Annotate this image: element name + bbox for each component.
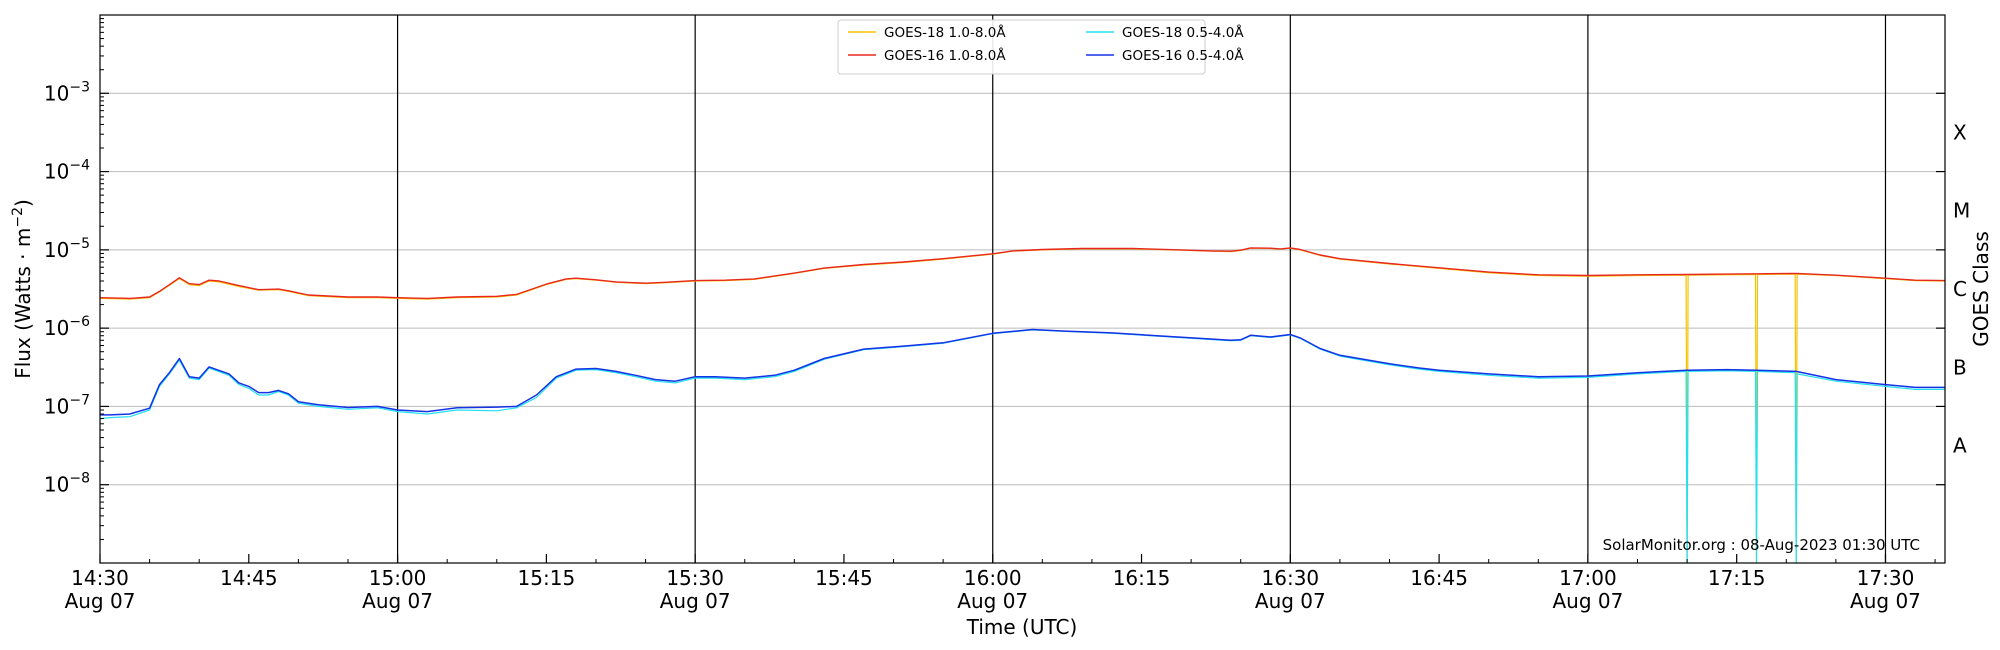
series-layer — [99, 247, 1946, 564]
y-tick-label: 10−5 — [44, 236, 90, 262]
legend-box — [837, 19, 1206, 75]
y-axis-title-text: Flux (Watts · m — [11, 228, 35, 379]
y-axis-ticks: 10−810−710−610−510−410−3 — [44, 18, 1945, 540]
y-axis-title-exponent: −2 — [10, 207, 26, 228]
y-tick-exponent: −6 — [69, 314, 90, 330]
x-tick-label: 16:30 — [1262, 566, 1320, 590]
y-tick-base: 10 — [44, 473, 69, 497]
y-tick-base: 10 — [44, 81, 69, 105]
goes-class-labels: A B C M X — [1953, 120, 1970, 457]
x-tick-date: Aug 07 — [1850, 589, 1921, 613]
x-tick-label: 16:45 — [1410, 566, 1468, 590]
y-tick-label: 10−6 — [44, 314, 90, 340]
credit-text: SolarMonitor.org : 08-Aug-2023 01:30 UTC — [1603, 536, 1920, 554]
x-tick-label: 14:30 — [71, 566, 129, 590]
x-tick-label: 15:30 — [666, 566, 724, 590]
x-tick-label: 17:00 — [1559, 566, 1617, 590]
y-tick-base: 10 — [44, 238, 69, 262]
y-tick-exponent: −3 — [69, 79, 90, 95]
goes-class-label: C — [1953, 277, 1967, 301]
x-tick-label: 14:45 — [220, 566, 278, 590]
x-tick-label: 16:15 — [1113, 566, 1171, 590]
series-line-2 — [99, 247, 1946, 300]
y-tick-base: 10 — [44, 160, 69, 184]
x-tick-date: Aug 07 — [1255, 589, 1326, 613]
y-tick-exponent: −4 — [69, 158, 90, 174]
x-tick-date: Aug 07 — [957, 589, 1028, 613]
y-tick-label: 10−7 — [44, 392, 90, 418]
goes-class-label: M — [1953, 199, 1970, 223]
x-tick-label: 17:30 — [1857, 566, 1915, 590]
y-axis-title: Flux (Watts · m−2) — [10, 199, 35, 379]
x-tick-label: 16:00 — [964, 566, 1022, 590]
goes-class-label: X — [1953, 120, 1967, 144]
legend: GOES-18 1.0-8.0Å GOES-16 1.0-8.0Å GOES-18 … — [837, 19, 1244, 75]
y-tick-base: 10 — [44, 316, 69, 340]
goes-class-label: A — [1953, 434, 1967, 458]
y-axis-title-close: ) — [11, 199, 35, 207]
x-tick-date: Aug 07 — [660, 589, 731, 613]
x-axis-title: Time (UTC) — [966, 615, 1078, 639]
series-line-3 — [99, 329, 1945, 564]
time-marker-lines — [396, 15, 1887, 563]
x-tick-label: 17:15 — [1708, 566, 1766, 590]
plot-frame — [99, 14, 1946, 564]
goes-class-label: B — [1953, 355, 1967, 379]
legend-label: GOES-18 0.5-4.0Å — [1122, 24, 1244, 41]
y-tick-exponent: −8 — [69, 471, 90, 487]
y-tick-label: 10−4 — [44, 158, 90, 184]
x-tick-label: 15:00 — [369, 566, 427, 590]
y-tick-label: 10−3 — [44, 79, 90, 105]
y-tick-base: 10 — [44, 394, 69, 418]
goes-class-axis-title: GOES Class — [1969, 231, 1993, 347]
y-tick-label: 10−8 — [44, 471, 90, 497]
legend-label: GOES-16 0.5-4.0Å — [1122, 47, 1244, 64]
x-tick-date: Aug 07 — [1552, 589, 1623, 613]
legend-label: GOES-18 1.0-8.0Å — [884, 24, 1006, 41]
series-line-4 — [100, 328, 1945, 416]
y-tick-exponent: −5 — [69, 236, 90, 252]
legend-label: GOES-16 1.0-8.0Å — [884, 47, 1006, 64]
x-tick-date: Aug 07 — [65, 589, 136, 613]
x-tick-label: 15:45 — [815, 566, 873, 590]
x-tick-label: 15:15 — [518, 566, 576, 590]
x-tick-date: Aug 07 — [362, 589, 433, 613]
y-tick-exponent: −7 — [69, 392, 90, 408]
